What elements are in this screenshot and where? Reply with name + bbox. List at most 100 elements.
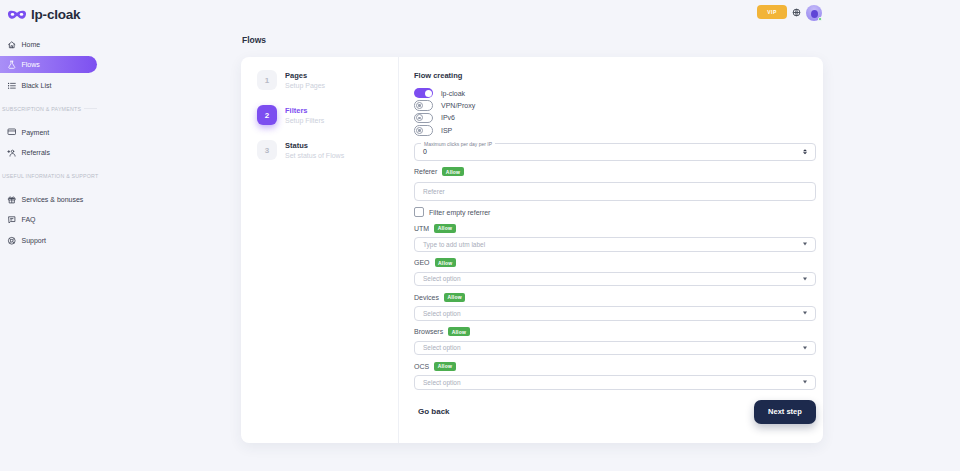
group-label: GEO (414, 259, 430, 266)
filter-empty-referrer-row[interactable]: Filter empty referrer (414, 207, 816, 217)
step-number: 2 (257, 105, 277, 125)
step-number: 3 (257, 140, 277, 160)
toggle-list: lp-cloakVPN/ProxyIPv6ISP (414, 87, 816, 137)
toggle-lp-cloak[interactable] (414, 88, 433, 99)
chevron-down-icon (803, 312, 807, 315)
chevron-down-icon (803, 346, 807, 349)
toggle-row-isp: ISP (414, 124, 816, 136)
form-footer: Go back Next step (414, 400, 816, 425)
step-pages[interactable]: 1 Pages Setup Pages (257, 70, 398, 90)
select-devices[interactable]: Select option (414, 306, 816, 321)
mask-logo-icon (7, 8, 27, 22)
sidebar-item-home[interactable]: Home (0, 34, 100, 55)
filter-empty-checkbox[interactable] (414, 207, 424, 217)
go-back-link[interactable]: Go back (418, 407, 450, 416)
sidebar-item-referrals[interactable]: Referrals (0, 142, 100, 163)
home-icon (7, 40, 19, 50)
services-icon (7, 195, 19, 205)
toggle-isp[interactable] (414, 125, 433, 136)
vip-button[interactable]: VIP (757, 5, 787, 19)
allow-badge[interactable]: Allow (444, 293, 465, 302)
step-filters[interactable]: 2FiltersSetup Filters (257, 105, 398, 125)
sidebar-item-payment[interactable]: Payment (0, 122, 100, 143)
step-sublabel: Set status of Flows (285, 152, 344, 160)
select-utm[interactable]: Type to add utm label (414, 237, 816, 252)
allow-badge[interactable]: Allow (434, 362, 455, 371)
toggle-label: IPv6 (441, 114, 455, 121)
sidebar-item-label: Referrals (22, 149, 50, 156)
step-sublabel: Setup Pages (285, 82, 325, 90)
sidebar-item-support[interactable]: Support (0, 230, 100, 251)
sidebar-item-label: Black List (22, 82, 52, 89)
group-label-row: Devices Allow (414, 293, 816, 302)
allow-badge[interactable]: Allow (448, 327, 469, 336)
referer-input[interactable]: Referer (414, 182, 816, 201)
sidebar-item-flows[interactable]: Flows (0, 56, 97, 73)
group-label-row: UTM Allow (414, 224, 816, 233)
number-spinner-icon[interactable] (803, 149, 807, 155)
chevron-down-icon (803, 381, 807, 384)
sidebar-item-label: Payment (22, 129, 50, 136)
toggle-vpn-proxy[interactable] (414, 100, 433, 111)
select-ocs[interactable]: Select option (414, 375, 816, 390)
select-placeholder: Select option (423, 379, 461, 386)
filter-group-ocs: OCS Allow Select option (414, 362, 816, 390)
faq-icon (7, 215, 19, 225)
step-number: 1 (257, 70, 277, 90)
online-status-dot (818, 17, 823, 22)
toggle-label: ISP (441, 127, 452, 134)
allow-badge[interactable]: Allow (434, 224, 455, 233)
sidebar-item-label: Flows (22, 61, 40, 68)
group-label: OCS (414, 363, 429, 370)
max-clicks-field[interactable]: Maximum clicks per day per IP 0 (414, 143, 816, 162)
sidebar-section-label: SUBSCRIPTION & PAYMENTS (2, 106, 81, 112)
step-status[interactable]: 3 Status Set status of Flows (257, 140, 398, 160)
sidebar-section-title: SUBSCRIPTION & PAYMENTS (0, 96, 100, 122)
blacklist-icon (7, 81, 19, 91)
select-geo[interactable]: Select option (414, 272, 816, 287)
app-root: lp-cloak VIP Home Flows Black List SUBSCRIP… (0, 0, 960, 471)
flow-card: 1PagesSetup Pages2FiltersSetup Filters3S… (241, 57, 823, 443)
flow-form: Flow creating lp-cloakVPN/ProxyIPv6ISP M… (399, 57, 823, 443)
form-title: Flow creating (414, 71, 816, 80)
sidebar-item-services-bonuses[interactable]: Services & bonuses (0, 189, 100, 210)
language-globe-icon[interactable] (792, 8, 801, 17)
select-placeholder: Select option (423, 344, 461, 351)
filter-group-geo: GEO Allow Select option (414, 258, 816, 286)
chevron-down-icon (803, 243, 807, 246)
select-placeholder: Select option (423, 275, 461, 282)
page-title: Flows (242, 35, 266, 45)
filter-empty-label: Filter empty referrer (429, 209, 490, 216)
filter-group-devices: Devices Allow Select option (414, 293, 816, 321)
sidebar-item-black-list[interactable]: Black List (0, 75, 100, 96)
select-placeholder: Select option (423, 310, 461, 317)
referer-allow-badge[interactable]: Allow (442, 167, 463, 176)
flows-icon (7, 60, 19, 70)
sidebar-item-label: FAQ (22, 216, 36, 223)
toggle-ipv6[interactable] (414, 113, 433, 124)
referer-placeholder: Referer (423, 188, 445, 195)
next-step-button[interactable]: Next step (754, 400, 816, 425)
group-label-row: OCS Allow (414, 362, 816, 371)
logo[interactable]: lp-cloak (7, 7, 80, 22)
group-label: Devices (414, 294, 439, 301)
step-label: Status (285, 140, 344, 150)
max-clicks-label: Maximum clicks per day per IP (421, 141, 495, 147)
support-icon (7, 236, 19, 246)
group-label: Browsers (414, 328, 443, 335)
sidebar-item-faq[interactable]: FAQ (0, 210, 100, 231)
toggle-knob (425, 90, 432, 97)
sidebar-item-label: Support (22, 237, 47, 244)
referer-label-row: Referer Allow (414, 167, 816, 176)
step-label: Pages (285, 70, 325, 80)
group-label-row: GEO Allow (414, 258, 816, 267)
sidebar-item-label: Services & bonuses (22, 196, 84, 203)
referrals-icon (7, 148, 19, 158)
allow-badge[interactable]: Allow (435, 258, 456, 267)
group-label-row: Browsers Allow (414, 327, 816, 336)
toggle-label: VPN/Proxy (441, 102, 475, 109)
payment-icon (7, 127, 19, 137)
sidebar-section-title: USEFUL INFORMATION & SUPPORT (0, 163, 100, 189)
select-browsers[interactable]: Select option (414, 341, 816, 356)
group-label: UTM (414, 225, 429, 232)
